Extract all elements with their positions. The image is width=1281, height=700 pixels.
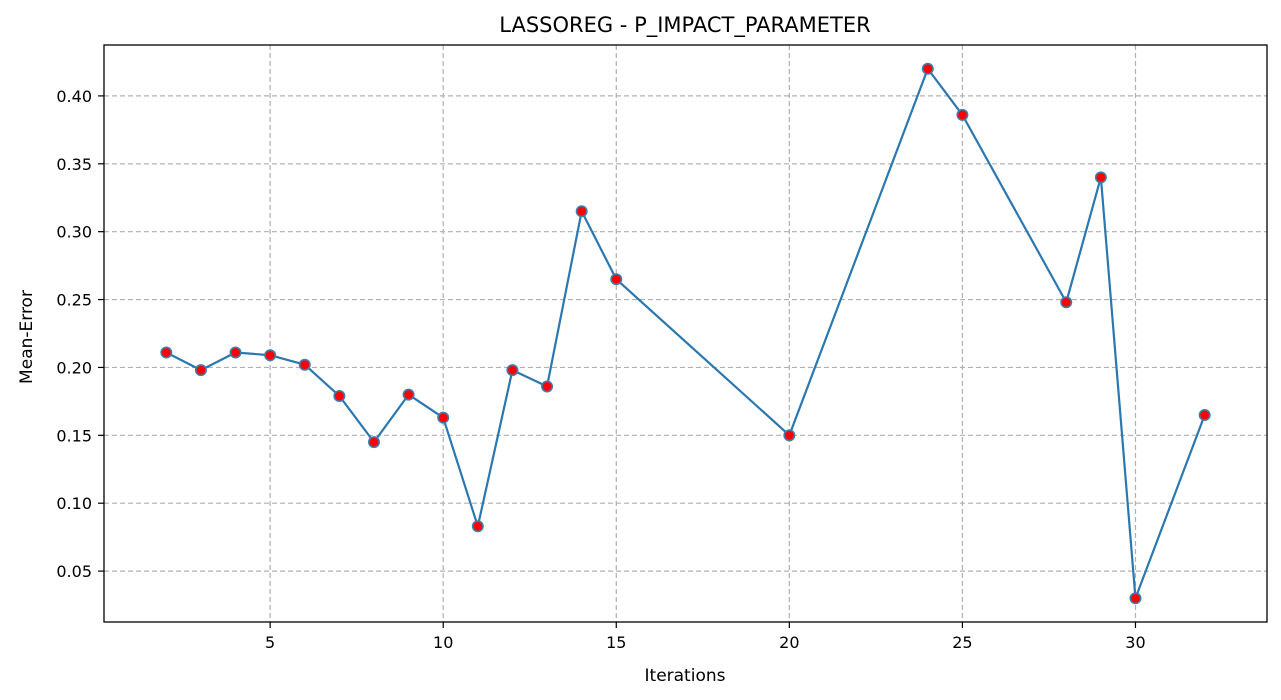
data-point	[1129, 592, 1142, 605]
y-tick-label: 0.30	[56, 223, 92, 242]
data-point	[160, 346, 173, 359]
data-point	[402, 388, 415, 401]
x-tick-label: 15	[606, 633, 626, 652]
data-point	[575, 205, 588, 218]
x-tick-label: 30	[1125, 633, 1145, 652]
data-point	[506, 364, 519, 377]
y-tick-label: 0.25	[56, 291, 92, 310]
y-axis-ticks: 0.05 0.10 0.15 0.20 0.25 0.30 0.35 0.40	[56, 87, 104, 581]
data-point	[1094, 171, 1107, 184]
y-axis-label: Mean-Error	[17, 290, 37, 384]
y-tick-label: 0.15	[56, 426, 92, 445]
x-axis-ticks: 5 10 15 20 25 30	[265, 622, 1146, 652]
data-point	[437, 411, 450, 424]
data-point	[783, 429, 796, 442]
y-tick-label: 0.20	[56, 358, 92, 377]
data-point	[1198, 408, 1211, 421]
data-point	[921, 62, 934, 75]
data-point	[229, 346, 242, 359]
y-tick-label: 0.05	[56, 562, 92, 581]
data-point	[298, 358, 311, 371]
data-point	[1060, 296, 1073, 309]
data-point	[264, 349, 277, 362]
x-tick-label: 5	[265, 633, 275, 652]
data-point	[541, 380, 554, 393]
plot-area-frame	[103, 44, 1268, 623]
x-tick-label: 25	[952, 633, 972, 652]
data-point	[610, 273, 623, 286]
data-point	[956, 108, 969, 121]
y-tick-label: 0.35	[56, 155, 92, 174]
x-tick-label: 20	[779, 633, 799, 652]
y-tick-label: 0.40	[56, 87, 92, 106]
data-point	[194, 364, 207, 377]
x-axis-label: Iterations	[645, 666, 726, 686]
chart-title: LASSOREG - P_IMPACT_PARAMETER	[499, 13, 870, 38]
x-tick-label: 10	[433, 633, 453, 652]
grid-lines	[104, 45, 1267, 622]
y-tick-label: 0.10	[56, 494, 92, 513]
data-point	[367, 436, 380, 449]
data-points	[160, 62, 1211, 605]
data-point	[333, 389, 346, 402]
data-point	[471, 520, 484, 533]
